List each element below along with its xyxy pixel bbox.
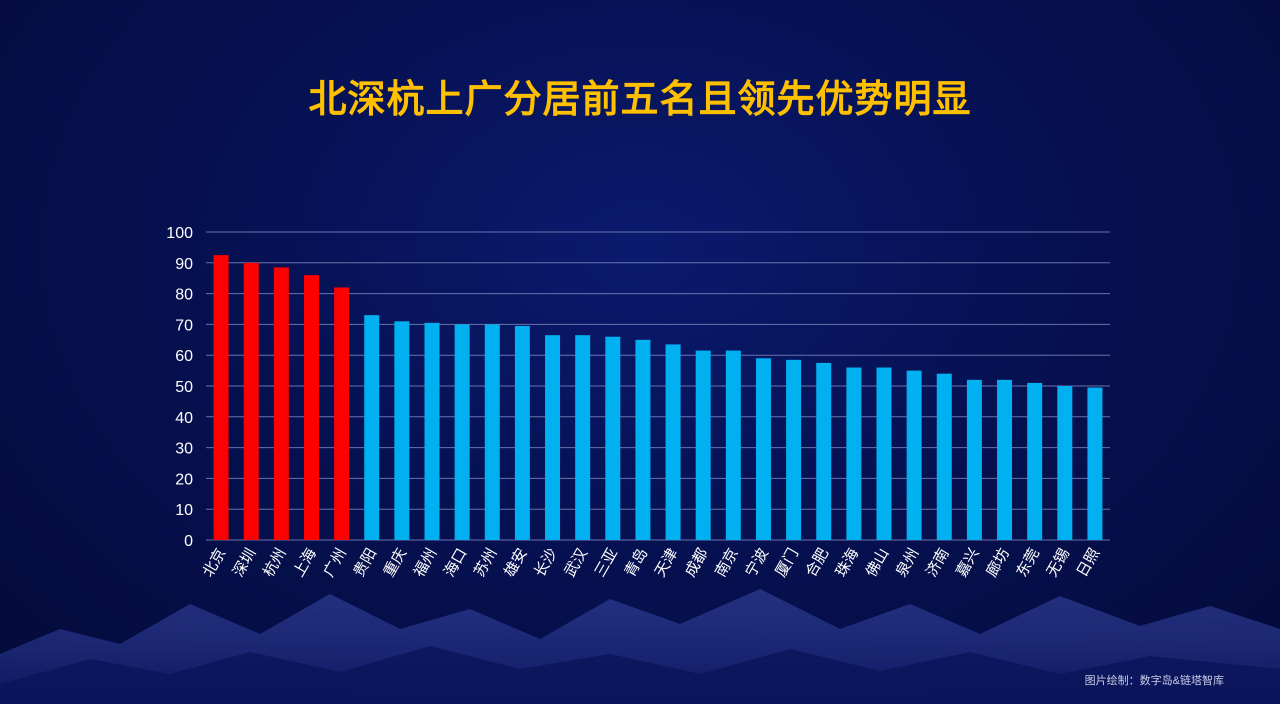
x-category-label: 济南 bbox=[923, 546, 953, 580]
x-category-label: 北京 bbox=[200, 546, 230, 580]
x-category-label: 日照 bbox=[1074, 546, 1104, 580]
x-category-label: 广州 bbox=[320, 546, 350, 580]
bar-武汉 bbox=[575, 335, 591, 540]
bar-苏州 bbox=[484, 324, 500, 540]
bar-福州 bbox=[424, 322, 440, 540]
bar-贵阳 bbox=[364, 315, 380, 540]
bar-济南 bbox=[936, 373, 952, 540]
x-category-label: 苏州 bbox=[471, 546, 501, 580]
x-category-label: 深圳 bbox=[230, 546, 260, 580]
bar-深圳 bbox=[243, 262, 259, 540]
x-category-label: 宁波 bbox=[742, 546, 772, 580]
y-tick-label: 20 bbox=[175, 471, 193, 488]
bar-嘉兴 bbox=[966, 379, 982, 540]
bar-东莞 bbox=[1027, 382, 1043, 540]
x-category-label: 佛山 bbox=[863, 546, 893, 580]
bar-北京 bbox=[213, 255, 229, 540]
bar-珠海 bbox=[846, 367, 862, 540]
bar-宁波 bbox=[755, 358, 771, 540]
bar-雄安 bbox=[514, 325, 530, 540]
x-category-label: 东莞 bbox=[1013, 546, 1043, 580]
bar-天津 bbox=[665, 344, 681, 540]
x-category-label: 嘉兴 bbox=[953, 546, 983, 580]
y-tick-label: 100 bbox=[166, 225, 193, 242]
x-category-label: 青岛 bbox=[622, 546, 652, 580]
x-category-label: 无锡 bbox=[1044, 546, 1074, 580]
bar-日照 bbox=[1087, 387, 1103, 540]
x-category-label: 上海 bbox=[290, 546, 320, 580]
bar-南京 bbox=[725, 350, 741, 540]
bar-重庆 bbox=[394, 321, 410, 540]
chart-title: 北深杭上广分居前五名且领先优势明显 bbox=[308, 79, 972, 121]
x-category-label: 南京 bbox=[712, 546, 742, 580]
image-credit: 图片绘制：数字岛&链塔智库 bbox=[1084, 675, 1224, 687]
grid-lines bbox=[206, 231, 1110, 541]
bar-三亚 bbox=[605, 336, 621, 540]
x-category-label: 杭州 bbox=[260, 546, 290, 580]
y-tick-label: 10 bbox=[175, 502, 193, 519]
x-category-label: 珠海 bbox=[833, 546, 863, 580]
x-category-label: 廊坊 bbox=[983, 546, 1013, 580]
x-category-label: 厦门 bbox=[772, 546, 802, 580]
x-category-label: 海口 bbox=[441, 546, 471, 580]
x-category-label: 三亚 bbox=[592, 546, 622, 580]
bar-青岛 bbox=[635, 339, 651, 540]
y-tick-label: 80 bbox=[175, 287, 193, 304]
y-tick-label: 70 bbox=[175, 317, 193, 334]
bar-杭州 bbox=[273, 267, 289, 540]
y-tick-label: 30 bbox=[175, 441, 193, 458]
x-category-label: 贵阳 bbox=[350, 546, 380, 580]
x-category-label: 雄安 bbox=[501, 546, 531, 580]
bar-合肥 bbox=[816, 362, 832, 540]
x-category-label: 武汉 bbox=[561, 546, 591, 580]
x-axis-labels: 北京 深圳 杭州 上海 广州 贵阳 重庆 福州 海口 苏州 雄安 长沙 武汉 三亚 青岛 天津 成都 南京 宁波 厦门… bbox=[200, 546, 1104, 580]
mountain-background bbox=[0, 589, 1280, 704]
bar-广州 bbox=[334, 287, 350, 540]
bar-海口 bbox=[454, 324, 470, 540]
bar-廊坊 bbox=[997, 379, 1013, 540]
bar-厦门 bbox=[786, 359, 802, 540]
x-category-label: 成都 bbox=[682, 546, 712, 580]
y-tick-label: 60 bbox=[175, 348, 193, 365]
bar-长沙 bbox=[545, 335, 561, 540]
x-category-label: 天津 bbox=[652, 546, 682, 580]
y-axis-ticks: 0 10 20 30 40 50 60 70 80 90 100 bbox=[166, 225, 193, 550]
x-category-label: 合肥 bbox=[802, 546, 832, 580]
x-category-label: 福州 bbox=[411, 546, 441, 580]
y-tick-label: 0 bbox=[184, 533, 193, 550]
y-tick-label: 40 bbox=[175, 410, 193, 427]
bar-上海 bbox=[303, 275, 319, 540]
x-category-label: 长沙 bbox=[531, 546, 561, 580]
bar-成都 bbox=[695, 350, 711, 540]
y-tick-label: 50 bbox=[175, 379, 193, 396]
bar-泉州 bbox=[906, 370, 922, 540]
x-category-label: 泉州 bbox=[893, 546, 923, 580]
y-tick-label: 90 bbox=[175, 256, 193, 273]
bars bbox=[213, 255, 1103, 540]
bar-无锡 bbox=[1057, 386, 1073, 540]
bar-佛山 bbox=[876, 367, 892, 540]
x-category-label: 重庆 bbox=[381, 546, 411, 580]
